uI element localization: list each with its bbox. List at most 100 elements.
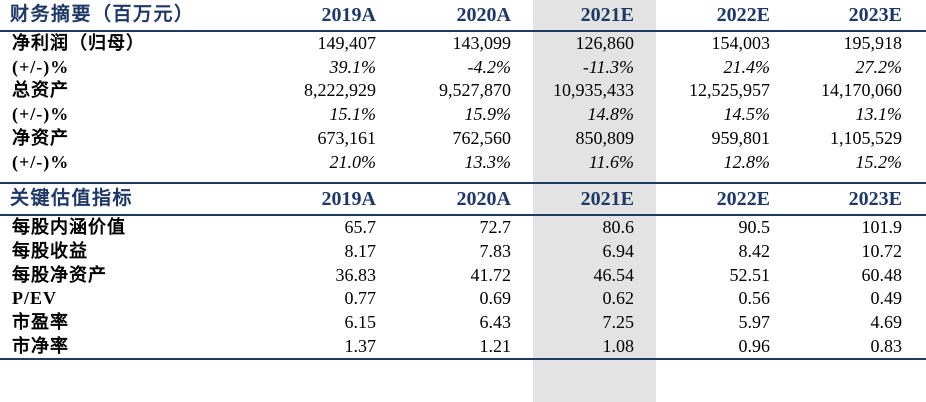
value-cell: 39.1% — [329, 56, 377, 77]
value-cell: 14.8% — [587, 104, 635, 125]
year-header-2019a: 2019A — [262, 182, 398, 217]
value-cell: 6.94 — [602, 240, 635, 261]
value-cell: 0.56 — [738, 288, 771, 309]
value-cell: 7.83 — [479, 240, 512, 261]
value-cell: 10.72 — [861, 240, 903, 261]
value-cell: 6.15 — [344, 312, 377, 333]
value-cell: 12.8% — [723, 151, 771, 172]
value-cell: 8,222,929 — [304, 80, 376, 101]
row-label: 净资产 — [12, 127, 69, 148]
row-label: 每股收益 — [12, 240, 88, 261]
value-cell: 14.5% — [723, 104, 771, 125]
value-cell: 8.17 — [344, 240, 377, 261]
value-cell: -11.3% — [582, 56, 634, 77]
value-cell: 8.42 — [738, 240, 771, 261]
value-cell: 1.37 — [262, 334, 398, 361]
value-cell: 15.2% — [855, 151, 903, 172]
value-cell: 52.51 — [729, 264, 771, 285]
gap-cell — [0, 174, 262, 183]
value-cell: 0.69 — [479, 288, 512, 309]
value-cell: 9,527,870 — [439, 80, 511, 101]
row-label: (+/-)% — [12, 151, 70, 172]
value-cell: 0.49 — [870, 288, 903, 309]
value-cell: -4.2% — [467, 56, 512, 77]
value-cell: 143,099 — [452, 33, 512, 53]
value-cell: 7.25 — [602, 312, 635, 333]
table-row: 总资产 8,222,929 9,527,870 10,935,433 12,525,95… — [0, 79, 926, 103]
value-cell: 0.83 — [792, 334, 926, 361]
value-cell: 14,170,060 — [821, 80, 902, 101]
valuation-header-row: 关键估值指标 2019A 2020A 2021E 2022E 2023E — [0, 182, 926, 217]
value-cell: 673,161 — [317, 127, 377, 148]
table-row: 每股净资产 36.83 41.72 46.54 52.51 60.48 — [0, 264, 926, 288]
gap-cell — [792, 174, 926, 183]
value-cell: 36.83 — [335, 264, 377, 285]
year-header-2023e: 2023E — [792, 182, 926, 217]
value-cell: 101.9 — [861, 217, 903, 238]
value-cell: 6.43 — [479, 312, 512, 333]
table-row: (+/-)% 21.0% 13.3% 11.6% 12.8% 15.2% — [0, 151, 926, 175]
financial-header-row: 财务摘要（百万元） 2019A 2020A 2021E 2022E 2023E — [0, 0, 926, 32]
value-cell: 149,407 — [317, 33, 377, 53]
row-label: 总资产 — [12, 80, 69, 101]
value-cell: 4.69 — [870, 312, 903, 333]
table-row: 净利润（归母） 149,407 143,099 126,860 154,003 195,9… — [0, 31, 926, 56]
year-header-2022e: 2022E — [656, 182, 792, 217]
year-header-2021e: 2021E — [533, 182, 656, 217]
section-gap — [0, 174, 926, 183]
row-label: (+/-)% — [12, 56, 70, 77]
table-row: (+/-)% 15.1% 15.9% 14.8% 14.5% 13.1% — [0, 103, 926, 127]
row-label: 市盈率 — [12, 312, 69, 333]
table-row: 市净率 1.37 1.21 1.08 0.96 0.83 — [0, 334, 926, 361]
value-cell: 195,918 — [843, 33, 903, 53]
value-cell: 13.1% — [855, 104, 903, 125]
value-cell: 126,860 — [575, 33, 635, 53]
value-cell: 21.0% — [329, 151, 377, 172]
table-row: 市盈率 6.15 6.43 7.25 5.97 4.69 — [0, 311, 926, 335]
value-cell: 1,105,529 — [830, 127, 902, 148]
value-cell: 12,525,957 — [689, 80, 770, 101]
value-cell: 850,809 — [575, 127, 635, 148]
value-cell: 10,935,433 — [553, 80, 634, 101]
value-cell: 11.6% — [588, 151, 634, 172]
value-cell: 15.9% — [464, 104, 512, 125]
value-cell: 1.08 — [533, 334, 656, 361]
value-cell: 0.96 — [656, 334, 792, 361]
year-header-2019a: 2019A — [262, 0, 398, 32]
table-row: (+/-)% 39.1% -4.2% -11.3% 21.4% 27.2% — [0, 56, 926, 80]
table-row: 净资产 673,161 762,560 850,809 959,801 1,105,529 — [0, 127, 926, 151]
gap-cell — [398, 174, 533, 183]
row-label: P/EV — [12, 288, 58, 309]
forecast-table: 财务摘要（百万元） 2019A 2020A 2021E 2022E 2023E 净利润（归母… — [0, 0, 926, 361]
gap-cell — [656, 174, 792, 183]
financial-title: 财务摘要（百万元） — [0, 0, 262, 32]
value-cell: 959,801 — [711, 127, 771, 148]
value-cell: 72.7 — [479, 217, 512, 238]
table-row: P/EV 0.77 0.69 0.62 0.56 0.49 — [0, 287, 926, 311]
value-cell: 90.5 — [738, 217, 771, 238]
value-cell: 15.1% — [329, 104, 377, 125]
value-cell: 0.62 — [602, 288, 635, 309]
valuation-title: 关键估值指标 — [0, 182, 262, 217]
value-cell: 5.97 — [738, 312, 771, 333]
row-label: 每股内涵价值 — [12, 217, 126, 238]
value-cell: 46.54 — [593, 264, 635, 285]
value-cell: 21.4% — [723, 56, 771, 77]
table-row: 每股收益 8.17 7.83 6.94 8.42 10.72 — [0, 240, 926, 264]
value-cell: 27.2% — [855, 56, 903, 77]
year-header-2023e: 2023E — [792, 0, 926, 32]
row-label: 净利润（归母） — [12, 33, 145, 53]
value-cell: 80.6 — [602, 217, 635, 238]
value-cell: 762,560 — [452, 127, 512, 148]
value-cell: 60.48 — [861, 264, 903, 285]
table-row: 每股内涵价值 65.7 72.7 80.6 90.5 101.9 — [0, 215, 926, 240]
value-cell: 1.21 — [398, 334, 533, 361]
year-header-2020a: 2020A — [398, 182, 533, 217]
value-cell: 0.77 — [344, 288, 377, 309]
year-header-2021e: 2021E — [533, 0, 656, 32]
gap-cell — [533, 174, 656, 183]
value-cell: 65.7 — [344, 217, 377, 238]
year-header-2022e: 2022E — [656, 0, 792, 32]
gap-cell — [262, 174, 398, 183]
row-label: 每股净资产 — [12, 264, 107, 285]
